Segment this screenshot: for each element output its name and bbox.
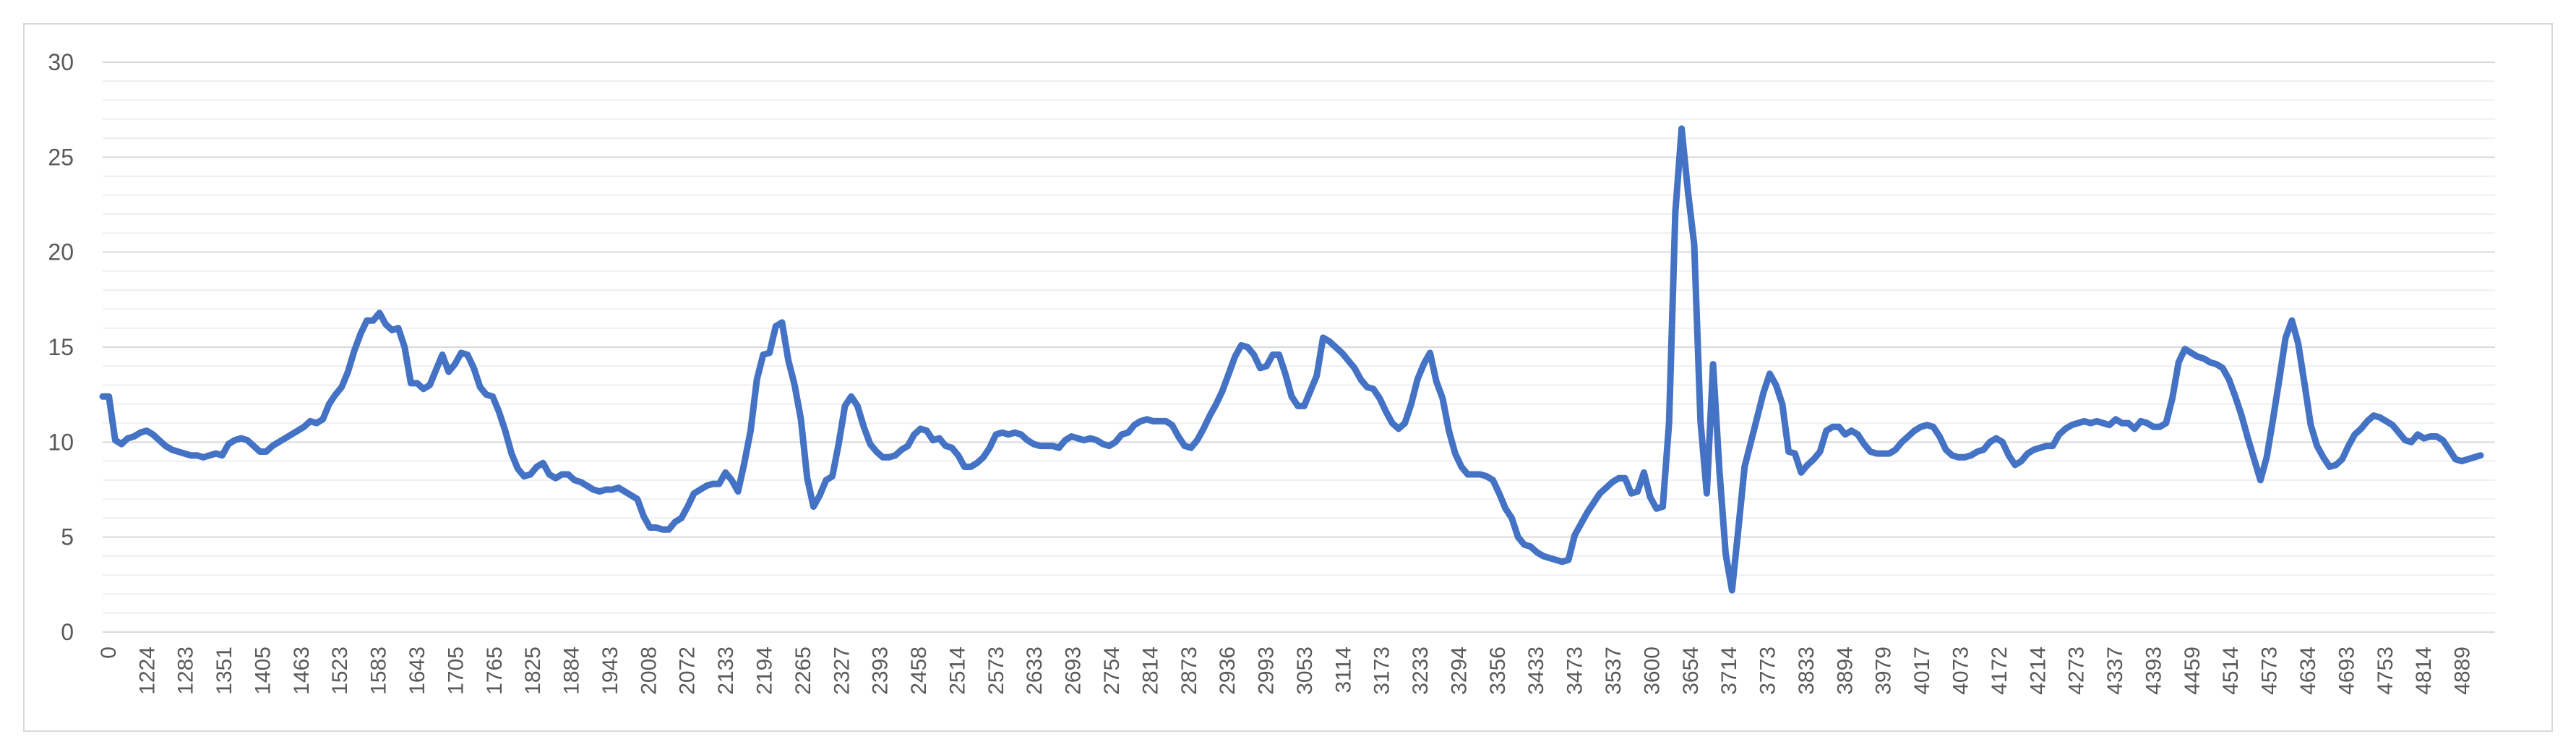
x-tick-label: 1943 <box>598 647 622 695</box>
x-tick-label: 2633 <box>1023 647 1047 695</box>
x-tick-label: 3473 <box>1563 647 1587 695</box>
x-tick-label: 2133 <box>714 647 738 695</box>
x-tick-label: 3654 <box>1679 647 1703 695</box>
x-tick-label: 3833 <box>1795 647 1819 695</box>
x-tick-label: 1283 <box>174 647 198 695</box>
y-tick-label: 0 <box>61 619 74 645</box>
x-tick-label: 4172 <box>1988 647 2012 695</box>
x-tick-label: 2514 <box>945 647 969 695</box>
x-tick-label: 4693 <box>2335 647 2358 695</box>
x-tick-label: 2993 <box>1255 647 1279 695</box>
x-tick-label: 2693 <box>1062 647 1086 695</box>
grid <box>103 61 2495 633</box>
x-tick-label: 4273 <box>2065 647 2089 695</box>
series <box>99 125 2484 594</box>
y-tick-label: 30 <box>48 49 74 75</box>
y-tick-label: 20 <box>48 239 74 265</box>
x-tick-label: 4214 <box>2026 647 2050 695</box>
x-tick-label: 4753 <box>2374 647 2397 695</box>
x-tick-label: 3894 <box>1833 647 1857 695</box>
x-tick-label: 4459 <box>2181 647 2204 695</box>
x-tick-label: 2873 <box>1177 647 1201 695</box>
x-tick-label: 3979 <box>1872 647 1896 695</box>
y-tick-label: 25 <box>48 144 74 170</box>
x-tick-label: 1705 <box>444 647 468 695</box>
y-tick-label: 15 <box>48 334 74 360</box>
x-tick-label: 2265 <box>791 647 815 695</box>
chart-frame: 0 5 10 15 20 25 30 0 1224 1283 1351 1405 1463 1523 15… <box>23 23 2553 732</box>
x-tick-label: 4017 <box>1910 647 1934 695</box>
x-tick-label: 1825 <box>521 647 545 695</box>
x-tick-label: 4393 <box>2142 647 2165 695</box>
x-tick-label: 2814 <box>1138 647 1162 695</box>
x-tick-label: 3053 <box>1293 647 1317 695</box>
x-tick-label: 3114 <box>1331 647 1355 694</box>
x-tick-label: 3537 <box>1602 647 1626 695</box>
y-tick-label: 5 <box>61 524 74 550</box>
x-tick-label: 2754 <box>1100 647 1124 695</box>
x-tick-label: 1523 <box>328 647 352 695</box>
x-tick-label: 2458 <box>907 647 931 695</box>
series-line <box>99 125 2484 594</box>
x-tick-label: 3714 <box>1717 647 1741 695</box>
x-tick-label: 0 <box>97 647 121 659</box>
x-tick-label: 3173 <box>1370 647 1394 695</box>
x-tick-label: 4889 <box>2451 647 2475 695</box>
x-tick-label: 4514 <box>2219 647 2243 695</box>
x-tick-label: 2072 <box>676 647 700 695</box>
x-tick-label: 4634 <box>2296 647 2320 695</box>
x-tick-label: 2393 <box>869 647 893 695</box>
x-tick-label: 2573 <box>984 647 1008 695</box>
x-tick-label: 3433 <box>1524 647 1548 695</box>
x-tick-label: 1405 <box>251 647 275 695</box>
x-tick-label: 1463 <box>290 647 314 695</box>
x-tick-label: 2936 <box>1216 647 1240 695</box>
x-tick-label: 1643 <box>405 647 429 695</box>
x-axis: 0 1224 1283 1351 1405 1463 1523 1583 1643 1705 176… <box>97 647 2475 695</box>
x-tick-label: 1884 <box>560 647 584 695</box>
x-tick-label: 3773 <box>1756 647 1780 695</box>
x-tick-label: 2194 <box>753 647 777 695</box>
x-tick-label: 1583 <box>367 647 391 695</box>
x-tick-label: 4814 <box>2412 647 2436 695</box>
y-axis: 0 5 10 15 20 25 30 <box>48 49 74 645</box>
x-tick-label: 1351 <box>212 647 236 695</box>
y-tick-label: 10 <box>48 429 74 455</box>
x-tick-label: 3600 <box>1640 647 1664 695</box>
x-tick-label: 2008 <box>637 647 661 695</box>
x-tick-label: 1765 <box>483 647 507 695</box>
x-tick-label: 3233 <box>1409 647 1433 695</box>
x-tick-label: 4073 <box>1949 647 1973 695</box>
x-tick-label: 4573 <box>2258 647 2282 695</box>
x-tick-label: 4337 <box>2103 647 2127 695</box>
line-chart: 0 5 10 15 20 25 30 0 1224 1283 1351 1405 1463 1523 15… <box>48 49 2495 695</box>
x-tick-label: 3356 <box>1486 647 1510 695</box>
x-tick-label: 3294 <box>1447 647 1471 695</box>
x-tick-label: 1224 <box>135 647 159 695</box>
x-tick-label: 2327 <box>830 647 854 695</box>
